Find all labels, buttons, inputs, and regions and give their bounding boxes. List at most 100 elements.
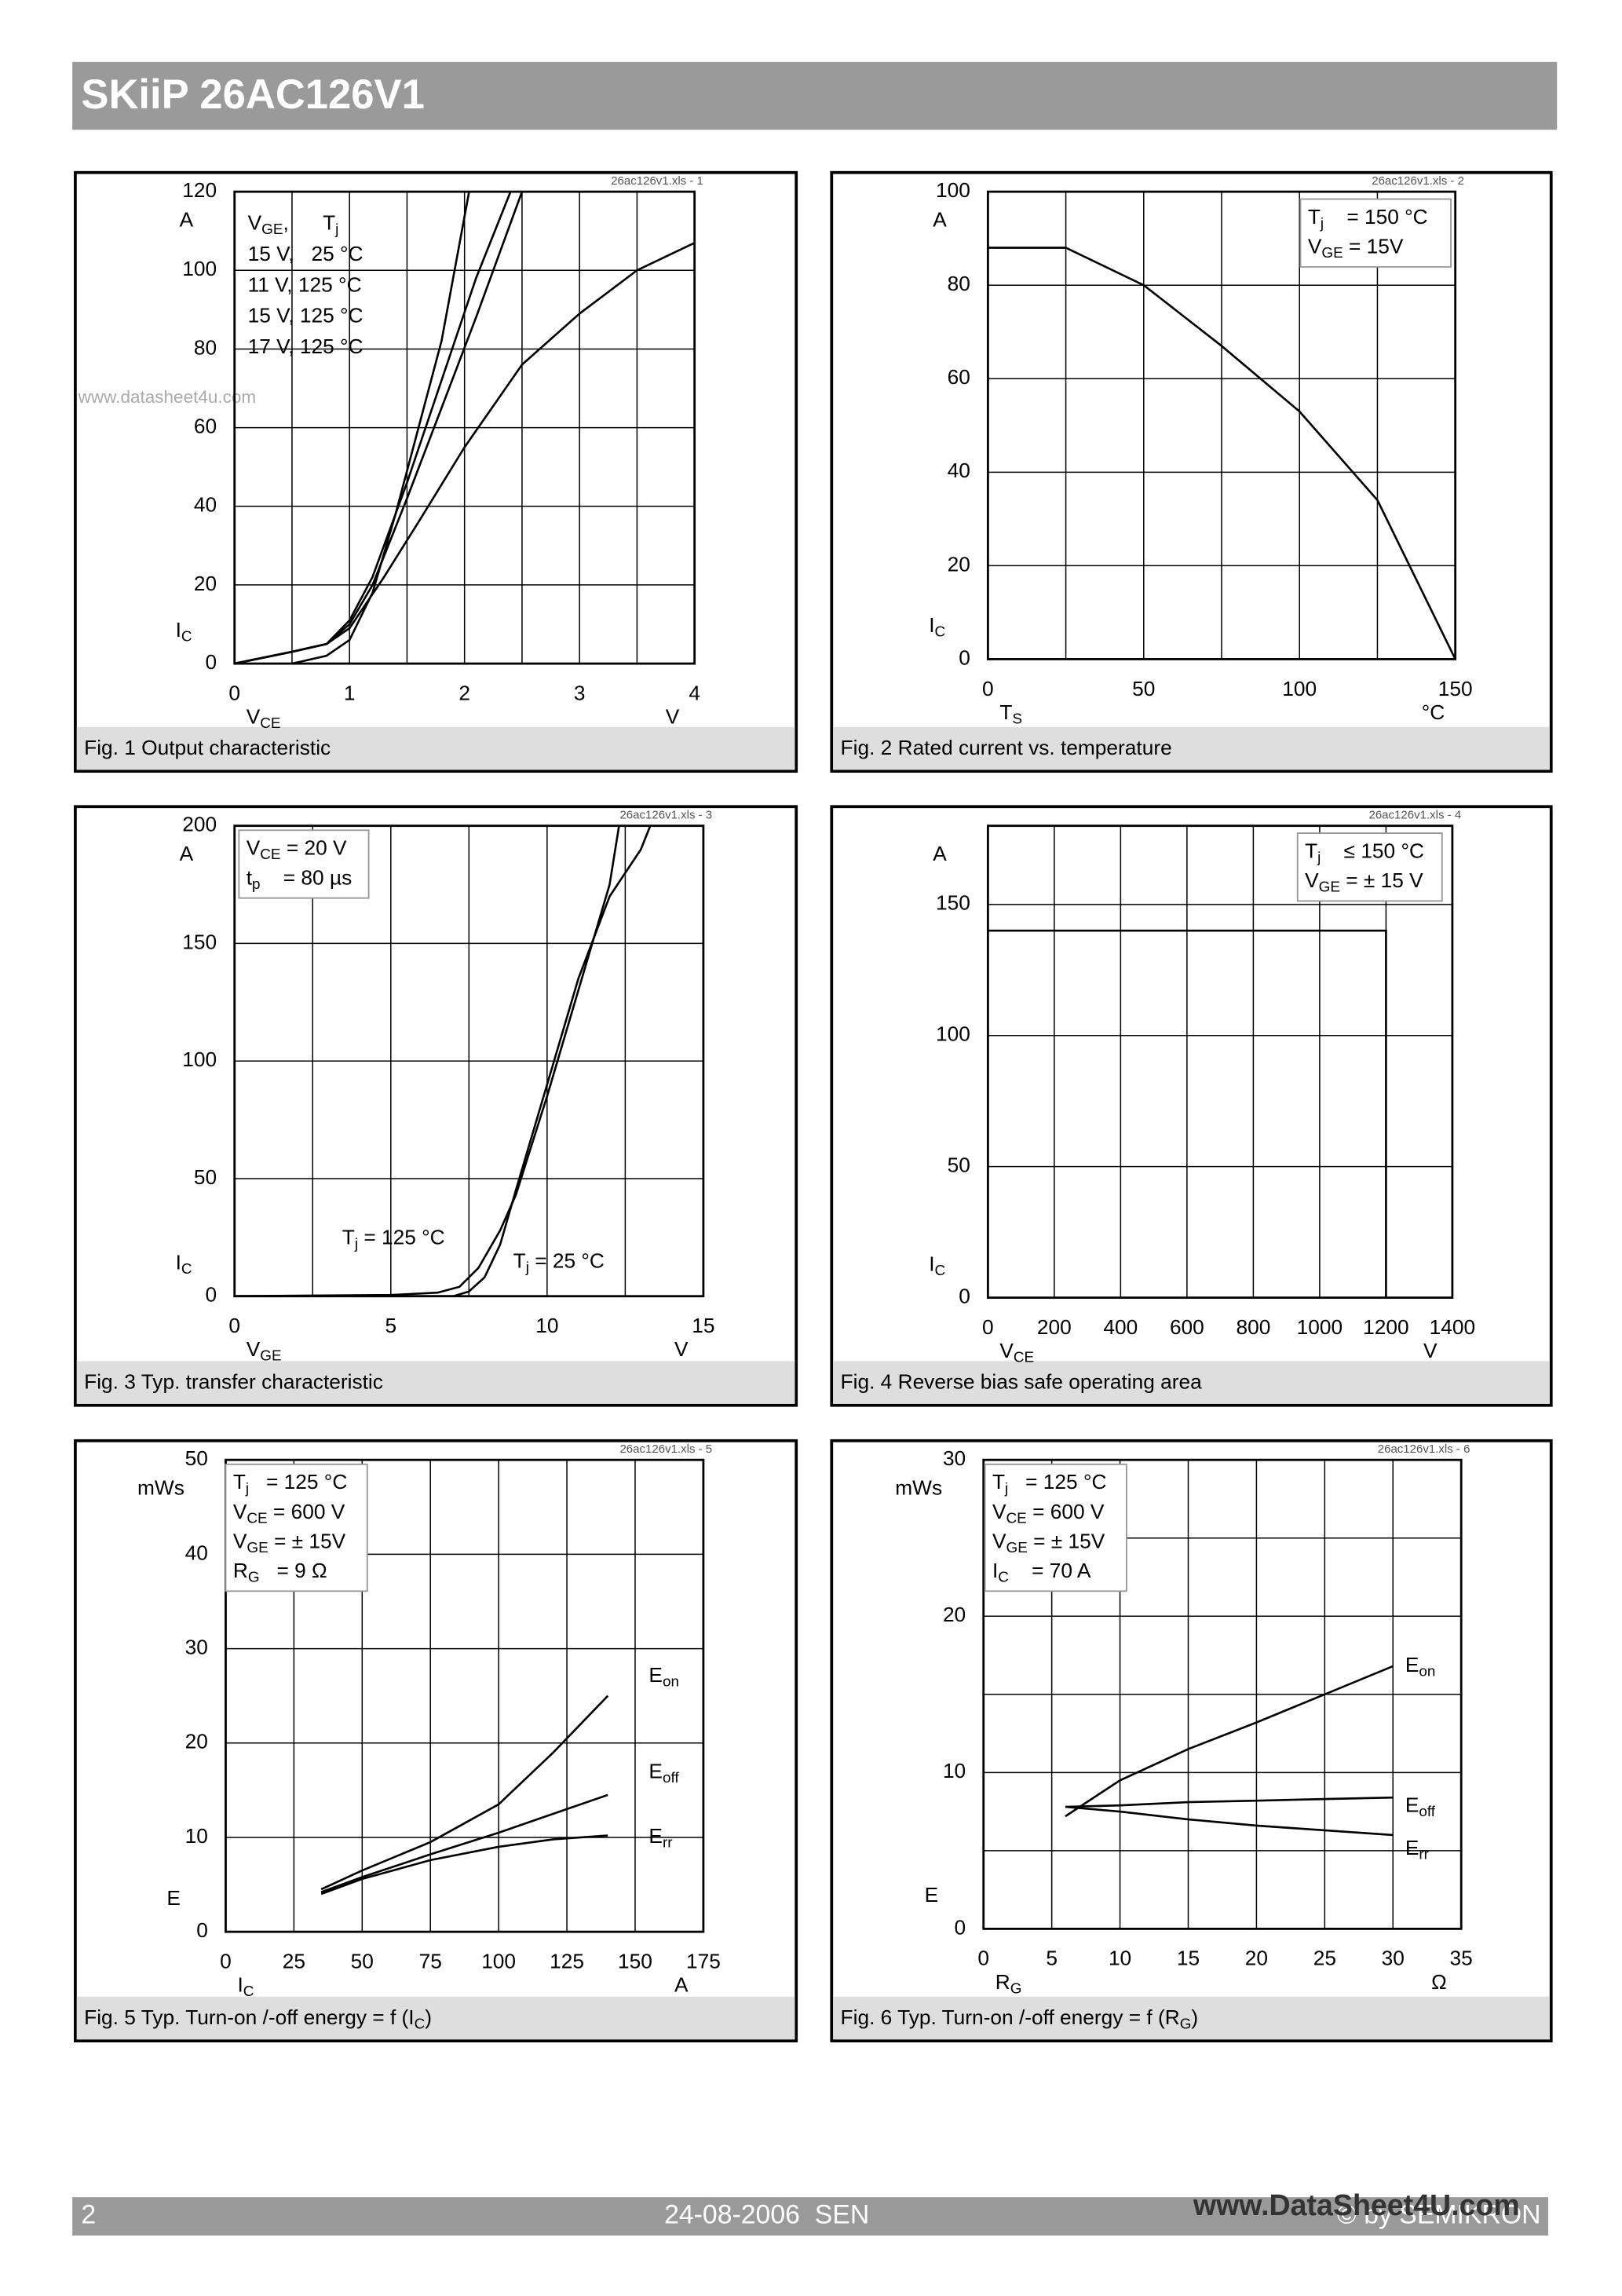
subscript: C — [935, 1263, 946, 1279]
figure-box — [74, 170, 798, 773]
curve — [320, 1793, 608, 1893]
y-tick-label: 100 — [182, 257, 217, 280]
x-tick-label: 3 — [574, 681, 586, 704]
text-segment: E — [1405, 1836, 1419, 1859]
x-tick-label: 0 — [982, 1315, 994, 1339]
text-segment: 11 V, 125 °C — [248, 272, 362, 296]
subscript: rr — [1419, 1846, 1429, 1863]
figure-box — [74, 1439, 798, 2042]
x-axis-label: RG — [995, 1970, 1022, 1998]
text-segment: I — [929, 613, 934, 637]
text-segment: E — [1405, 1793, 1419, 1816]
y-unit: A — [180, 208, 194, 232]
y-tick-label: 60 — [948, 365, 970, 389]
curve — [320, 1695, 609, 1891]
x-tick-label: 1400 — [1430, 1315, 1475, 1339]
figure-caption: Fig. 5 Typ. Turn-on /-off energy = f (IC… — [84, 2005, 432, 2033]
series-label: Eon — [648, 1663, 679, 1691]
plot-frame — [225, 1458, 705, 1933]
subscript: CE — [1006, 1510, 1027, 1526]
text-segment: E — [166, 1886, 181, 1910]
series-label: Eoff — [648, 1759, 679, 1786]
subscript: C — [935, 624, 946, 641]
figure-box — [830, 805, 1553, 1407]
y-tick-label: 40 — [185, 1541, 208, 1564]
x-tick-label: 0 — [228, 681, 240, 704]
condition-text: VGE = ± 15V — [233, 1529, 346, 1556]
x-tick-label: 125 — [550, 1950, 584, 1973]
text-segment: t — [247, 865, 253, 889]
text-segment: Fig. 1 Output characteristic — [84, 736, 331, 759]
x-tick-label: 0 — [220, 1950, 232, 1973]
y-tick-label: 50 — [194, 1165, 217, 1189]
text-segment: T — [1308, 205, 1321, 229]
subscript: CE — [260, 715, 280, 732]
figure-caption: Fig. 4 Reverse bias safe operating area — [841, 1369, 1203, 1393]
x-tick-label: 15 — [692, 1314, 714, 1337]
y-tick-label: 30 — [943, 1446, 966, 1470]
x-tick-label: 0 — [977, 1947, 989, 1970]
curve — [234, 825, 620, 1298]
subscript: G — [248, 1569, 260, 1585]
subscript: j — [1317, 850, 1321, 866]
curve — [1065, 1796, 1394, 1808]
series-label: Tj = 125 °C — [342, 1225, 445, 1252]
subscript: C — [181, 628, 192, 645]
figure-box — [830, 1439, 1553, 2042]
x-unit: Ω — [1431, 1970, 1447, 1994]
text-segment: V — [247, 836, 261, 860]
subscript: off — [1419, 1804, 1435, 1820]
x-tick-label: 1 — [344, 681, 356, 704]
condition-text: Tj = 150 °C — [1308, 205, 1428, 232]
text-segment: = 80 µs — [261, 865, 353, 889]
text-segment: T — [1305, 839, 1317, 862]
footer-page: 2 — [81, 2200, 96, 2230]
x-tick-label: 25 — [1313, 1947, 1336, 1970]
subscript: C — [243, 1983, 254, 2000]
text-segment: V — [233, 1529, 247, 1552]
subscript: C — [415, 2016, 426, 2032]
text-segment: I — [992, 1559, 998, 1582]
subscript: on — [663, 1674, 679, 1691]
text-segment: = 15V — [1343, 234, 1404, 258]
text-segment: V — [1305, 868, 1319, 892]
condition-text: VCE = 600 V — [233, 1500, 345, 1527]
x-tick-label: 35 — [1450, 1947, 1473, 1970]
x-tick-label: 50 — [351, 1950, 374, 1973]
text-segment: ) — [425, 2005, 432, 2029]
subscript: rr — [663, 1834, 673, 1851]
footer-bar — [72, 2197, 1548, 2236]
file-note: 26ac126v1.xls - 2 — [1372, 174, 1464, 188]
text-segment: 15 V, 25 °C — [248, 242, 363, 265]
text-segment: = 150 °C — [1324, 205, 1428, 229]
text-segment: V — [247, 1337, 261, 1361]
subscript: j — [334, 221, 338, 238]
text-segment: = ± 15V — [1028, 1529, 1105, 1552]
y-tick-label: 150 — [936, 891, 970, 915]
y-tick-label: 20 — [943, 1603, 966, 1626]
subscript: GE — [1321, 245, 1343, 261]
condition-text: VGE = ± 15 V — [1305, 868, 1423, 896]
file-note: 26ac126v1.xls - 1 — [611, 174, 703, 188]
text-segment: V — [247, 705, 261, 729]
text-segment: E — [648, 1663, 663, 1687]
text-segment: V — [992, 1500, 1006, 1523]
x-unit: V — [1423, 1339, 1438, 1362]
y-tick-label: 100 — [936, 178, 970, 202]
subscript: C — [181, 1261, 192, 1278]
subscript: G — [1010, 1980, 1022, 1997]
watermark: www.datasheet4u.com — [78, 387, 257, 407]
text-segment: ) — [1191, 2005, 1198, 2029]
condition-text: Tj = 125 °C — [992, 1470, 1106, 1497]
subscript: p — [252, 876, 261, 893]
figure-caption: Fig. 3 Typ. transfer characteristic — [84, 1369, 383, 1393]
text-segment: I — [929, 1252, 934, 1275]
y-tick-label: 30 — [185, 1636, 208, 1659]
x-axis-label: VCE — [247, 705, 281, 733]
file-note: 26ac126v1.xls - 5 — [619, 1442, 712, 1456]
series-label: Eon — [1405, 1653, 1436, 1680]
y-tick-label: 60 — [194, 415, 217, 438]
text-segment: E — [648, 1824, 663, 1848]
y-tick-label: 40 — [194, 493, 217, 517]
series-label: 11 V, 125 °C — [248, 272, 362, 296]
